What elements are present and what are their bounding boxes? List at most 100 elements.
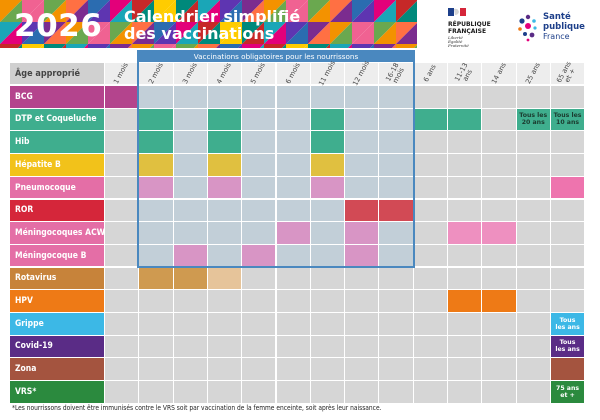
age-header: Âge approprié	[10, 63, 104, 84]
banner-pattern-tile	[396, 0, 417, 22]
vaccination-cell-empty	[413, 86, 447, 108]
vaccination-cell-empty	[345, 313, 379, 335]
vaccination-cell-filled	[207, 131, 242, 153]
vaccination-cell-empty	[413, 154, 447, 176]
vaccination-cell-empty	[207, 199, 242, 222]
vaccination-cell-filled	[550, 335, 585, 358]
banner-pattern-tile	[0, 44, 22, 48]
banner-pattern-tile	[176, 44, 198, 48]
vaccination-cell-empty	[242, 381, 276, 403]
vaccination-cell-empty	[345, 358, 379, 380]
banner-pattern-tile	[242, 0, 264, 22]
vaccination-cell-empty	[173, 108, 207, 131]
vaccination-cell-empty	[173, 358, 207, 380]
vaccination-cell-empty	[379, 358, 413, 380]
vaccination-cell-empty	[242, 86, 276, 108]
vaccination-cell-empty	[173, 381, 207, 403]
vaccination-cell-empty	[345, 290, 379, 312]
banner-pattern-tile	[154, 22, 176, 44]
vaccination-cell-empty	[207, 358, 242, 380]
banner-pattern-tile	[154, 0, 176, 22]
vaccine-label: DTP et Coqueluche	[10, 108, 104, 131]
vaccination-cell-empty	[276, 358, 310, 380]
vaccination-cell-empty	[310, 335, 345, 358]
vaccination-cell-empty	[207, 335, 242, 358]
vaccination-cell-empty	[276, 290, 310, 312]
banner-pattern-tile	[242, 22, 264, 44]
banner-pattern-tile	[330, 22, 352, 44]
vaccination-cell-empty	[105, 176, 139, 199]
banner-pattern-tile	[110, 44, 132, 48]
column-header-label: 6 mois	[283, 61, 302, 86]
banner-pattern-tile	[44, 22, 66, 44]
vaccination-cell-empty	[345, 381, 379, 403]
vaccination-cell-empty	[516, 244, 550, 267]
banner-pattern-tile	[352, 44, 374, 48]
banner-pattern-tile	[66, 0, 88, 22]
column-header: 65 ans et +	[550, 59, 585, 84]
vaccination-cell-empty	[242, 267, 276, 290]
vaccine-label: HPV	[10, 290, 104, 312]
vaccine-label: Covid-19	[10, 335, 104, 358]
vaccination-cell-empty	[379, 381, 413, 403]
vaccination-cell-empty	[448, 381, 482, 403]
column-header: 3 mois	[173, 61, 207, 86]
banner-pattern-tile	[286, 44, 308, 48]
vaccination-cell-filled	[345, 199, 379, 222]
vaccination-cell-empty	[482, 108, 516, 131]
vaccination-cell-empty	[379, 313, 413, 335]
vaccination-cell-empty	[310, 267, 345, 290]
vaccination-cell-filled	[173, 244, 207, 267]
column-header-label: 3 mois	[180, 61, 199, 86]
banner-pattern-tile	[88, 44, 110, 48]
vaccination-cell-empty	[173, 176, 207, 199]
column-header-label: 1 mois	[112, 61, 131, 86]
vaccination-cell-empty	[242, 199, 276, 222]
vaccination-cell-filled	[207, 176, 242, 199]
column-header-label: 65 ans et +	[555, 59, 578, 84]
column-header: 25 ans	[516, 61, 550, 85]
vaccination-cell-empty	[242, 222, 276, 244]
vaccination-cell-empty	[448, 244, 482, 267]
vaccination-cell-empty	[413, 358, 447, 380]
vaccination-cell-empty	[242, 335, 276, 358]
vaccination-cell-empty	[345, 176, 379, 199]
vaccination-cell-empty	[448, 131, 482, 153]
vaccination-cell-empty	[413, 131, 447, 153]
vaccination-cell-empty	[482, 86, 516, 108]
vaccination-cell-empty	[276, 199, 310, 222]
vaccination-cell-empty	[207, 244, 242, 267]
vaccination-cell-filled	[550, 358, 585, 380]
vaccination-cell-empty	[379, 290, 413, 312]
column-header: 12 mois	[345, 59, 379, 88]
column-header: 11 mois	[310, 59, 345, 87]
vaccination-cell-empty	[242, 108, 276, 131]
vaccination-cell-empty	[413, 244, 447, 267]
calendar-year: 2026	[14, 8, 103, 44]
vaccine-label: Zona	[10, 358, 104, 380]
vaccination-cell-empty	[345, 131, 379, 153]
vaccination-cell-empty	[105, 222, 139, 244]
vaccination-cell-empty	[310, 290, 345, 312]
vaccination-cell-empty	[550, 267, 585, 290]
vaccination-cell-empty	[276, 313, 310, 335]
banner-pattern-tile	[0, 0, 22, 22]
vaccination-cell-empty	[276, 176, 310, 199]
vaccination-cell-empty	[448, 335, 482, 358]
banner-pattern-tile	[264, 22, 286, 44]
column-header: 11-13 ans	[448, 61, 482, 84]
vaccination-cell-empty	[276, 244, 310, 267]
column-header-label: 12 mois	[351, 59, 372, 88]
vaccination-cell-empty	[413, 381, 447, 403]
banner-pattern-tile	[176, 22, 198, 44]
vaccination-cell-empty	[173, 199, 207, 222]
vaccination-cell-empty	[276, 131, 310, 153]
vaccination-cell-empty	[550, 131, 585, 153]
banner-pattern-tile	[308, 22, 330, 44]
cell-note: Tous les ans	[555, 316, 580, 331]
banner-pattern-tile	[264, 44, 286, 48]
cell-note: 75 ans et +	[556, 384, 580, 399]
banner-pattern-tile	[132, 44, 154, 48]
banner-pattern-tile	[352, 22, 374, 44]
vaccine-label: Hépatite B	[10, 154, 104, 176]
